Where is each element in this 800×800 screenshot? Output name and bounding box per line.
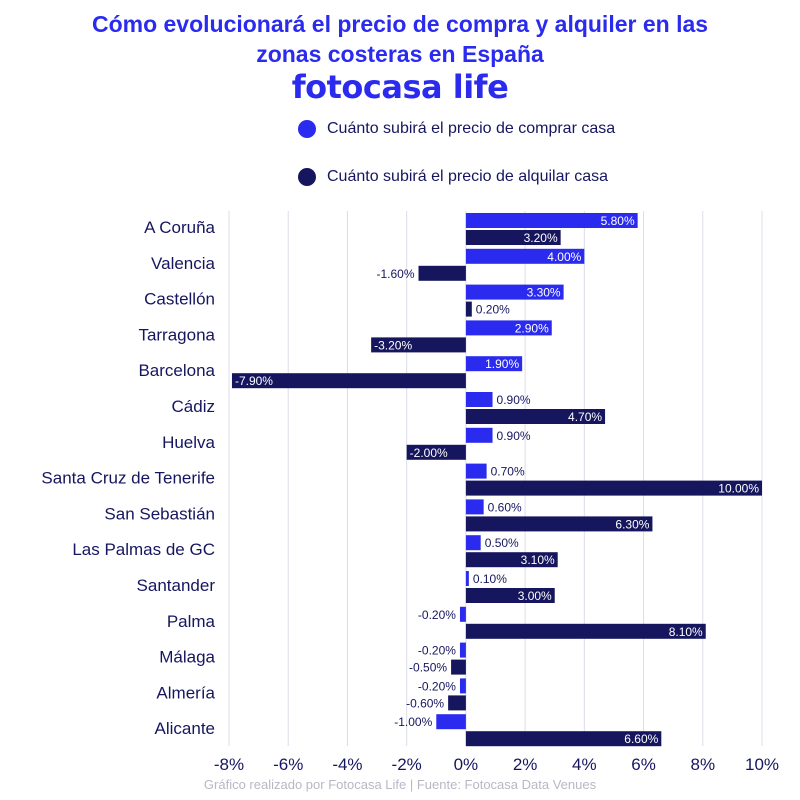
bar-comprar (465, 248, 585, 264)
x-tick-label: -4% (332, 755, 362, 774)
data-label: -0.60% (406, 696, 444, 710)
data-label: 3.20% (524, 231, 558, 245)
data-label: 4.00% (547, 250, 581, 264)
data-label: 6.30% (615, 517, 649, 531)
bar-alquilar (465, 516, 653, 532)
bar-alquilar (418, 265, 466, 281)
data-label: -1.00% (394, 715, 432, 729)
category-label: Santander (137, 576, 216, 595)
x-tick-label: 6% (631, 755, 656, 774)
category-label: Santa Cruz de Tenerife (41, 469, 215, 488)
bar-comprar (465, 571, 469, 586)
bar-alquilar (465, 588, 555, 603)
bar-alquilar (231, 373, 466, 389)
data-label: 8.10% (669, 625, 703, 639)
x-tick-label: 4% (572, 755, 597, 774)
bar-comprar (465, 392, 493, 407)
bar-comprar (459, 642, 466, 658)
bar-alquilar (465, 301, 472, 317)
category-label: Almería (156, 683, 215, 702)
data-label: 0.50% (485, 536, 519, 550)
chart-title-line-2: zonas costeras en España (256, 41, 544, 67)
legend-swatch-comprar (298, 120, 316, 138)
category-label: Castellón (144, 290, 215, 309)
data-label: 3.30% (527, 286, 561, 300)
category-label: Cádiz (172, 397, 215, 416)
category-label: Huelva (162, 433, 215, 452)
bar-alquilar (465, 552, 558, 568)
bar-alquilar (465, 409, 606, 424)
legend-item-comprar: Cuánto subirá el precio de comprar casa (298, 120, 615, 138)
data-label: -7.90% (235, 374, 273, 388)
data-label: 0.90% (497, 429, 531, 443)
category-label: Valencia (151, 254, 215, 273)
bar-alquilar (448, 695, 466, 711)
category-label: San Sebastián (104, 504, 215, 523)
bar-alquilar (465, 731, 662, 747)
bar-alquilar (406, 444, 466, 460)
data-label: 3.10% (521, 553, 555, 567)
x-tick-label: 0% (454, 755, 479, 774)
x-tick-label: -8% (214, 755, 244, 774)
brand-logo: fotocasa life (291, 68, 509, 106)
data-label: 2.90% (515, 321, 549, 335)
x-tick-label: 8% (690, 755, 715, 774)
legend-item-alquilar: Cuánto subirá el precio de alquilar casa (298, 168, 608, 186)
data-label: 0.90% (497, 393, 531, 407)
bar-comprar (459, 678, 466, 694)
bar-alquilar (465, 230, 561, 245)
data-label: 5.80% (601, 214, 635, 228)
data-label: -0.20% (418, 608, 456, 622)
data-label: 0.20% (476, 303, 510, 317)
data-label: 6.60% (624, 732, 658, 746)
data-label: 0.60% (488, 500, 522, 514)
bar-alquilar (451, 659, 466, 675)
legend-label-comprar: Cuánto subirá el precio de comprar casa (327, 120, 616, 137)
bar-comprar (465, 284, 564, 300)
bar-comprar (465, 535, 481, 551)
data-label: 10.00% (718, 482, 759, 496)
source-footer: Gráfico realizado por Fotocasa Life | Fu… (203, 777, 597, 792)
bar-comprar (436, 714, 466, 730)
legend-swatch-alquilar (298, 168, 316, 186)
x-tick-label: 10% (745, 755, 779, 774)
data-label: -1.60% (376, 267, 414, 281)
data-label: -0.20% (418, 644, 456, 658)
legend-label-alquilar: Cuánto subirá el precio de alquilar casa (327, 168, 609, 185)
bar-comprar (465, 427, 493, 443)
category-label: Málaga (159, 648, 215, 667)
bar-alquilar (371, 337, 466, 353)
category-label: Las Palmas de GC (72, 540, 215, 559)
category-label: A Coruña (144, 218, 215, 237)
data-label: 0.10% (473, 572, 507, 586)
bar-comprar (465, 356, 523, 372)
bar-alquilar (465, 623, 706, 639)
x-tick-label: 2% (513, 755, 538, 774)
data-label: -3.20% (374, 338, 412, 352)
category-label: Barcelona (138, 361, 215, 380)
data-label: 3.00% (518, 589, 552, 603)
data-label: -2.00% (410, 446, 448, 460)
data-label: -0.50% (409, 661, 447, 675)
category-label: Tarragona (138, 325, 215, 344)
data-label: 4.70% (568, 410, 602, 424)
data-label: -0.20% (418, 679, 456, 693)
category-label: Palma (167, 612, 216, 631)
bar-comprar (465, 320, 552, 336)
category-label: Alicante (155, 719, 215, 738)
bar-comprar (465, 463, 487, 479)
chart-title-line-1: Cómo evolucionará el precio de compra y … (91, 11, 709, 37)
x-tick-label: -2% (392, 755, 422, 774)
x-tick-label: -6% (273, 755, 303, 774)
data-label: 1.90% (485, 357, 519, 371)
bar-comprar (459, 606, 466, 622)
bar-comprar (465, 213, 638, 228)
data-label: 0.70% (491, 465, 525, 479)
bar-comprar (465, 499, 484, 515)
bar-alquilar (465, 480, 762, 496)
